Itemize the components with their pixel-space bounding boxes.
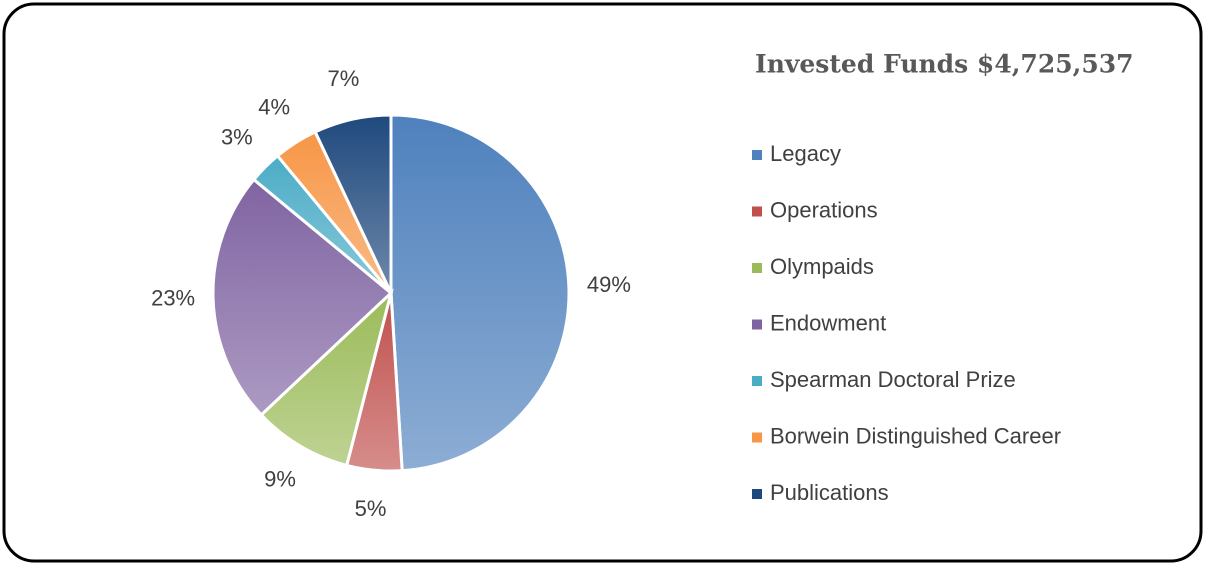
data-label: 23% (151, 286, 195, 311)
pie-slice (313, 113, 393, 294)
pie-slice (211, 177, 394, 417)
legend-swatch (752, 319, 762, 330)
legend-label: Operations (770, 197, 878, 222)
legend-swatch (752, 206, 762, 217)
chart-title: Invested Funds $4,725,537 (755, 50, 1134, 79)
legend-label: Publications (770, 480, 889, 505)
legend-label: Spearman Doctoral Prize (770, 367, 1016, 392)
data-label: 3% (221, 125, 253, 150)
data-label: 7% (328, 66, 360, 91)
data-label: 4% (258, 95, 290, 120)
legend-swatch (752, 432, 762, 443)
legend-swatch (752, 489, 762, 499)
legend-label: Endowment (770, 310, 886, 335)
data-label: 9% (264, 466, 296, 491)
pie-slice (259, 288, 394, 468)
legend-swatch (752, 150, 762, 160)
pie-slice (389, 113, 571, 473)
legend-label: Borwein Distinguished Career (770, 423, 1061, 448)
legend-label: Legacy (770, 141, 841, 166)
data-label: 49% (587, 272, 631, 297)
data-label: 5% (355, 496, 387, 521)
legend-swatch (752, 263, 762, 273)
legend-swatch (752, 376, 762, 386)
legend-label: Olympaids (770, 254, 874, 279)
